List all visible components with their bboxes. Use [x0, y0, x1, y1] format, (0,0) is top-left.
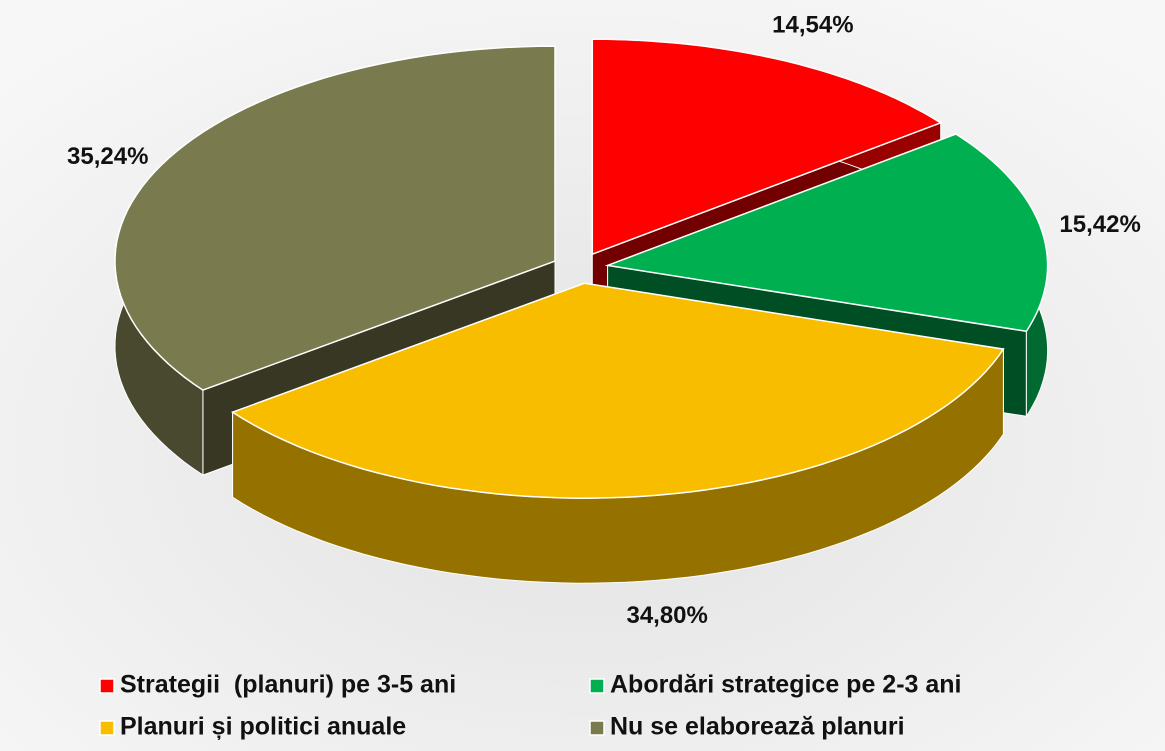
legend-swatch — [100, 679, 114, 693]
chart: 14,54% 15,42% 34,80% 35,24% Strategii (planu… — [0, 0, 1165, 751]
value-label: 14,54% — [772, 11, 853, 38]
legend-label: Planuri și politici anuale — [120, 713, 406, 741]
legend-swatch — [590, 721, 604, 735]
legend-swatch — [100, 721, 114, 735]
legend-label: Strategii (planuri) pe 3-5 ani — [120, 671, 456, 699]
value-label: 15,42% — [1059, 211, 1140, 238]
legend-label: Abordări strategice pe 2-3 ani — [610, 671, 962, 699]
value-label: 34,80% — [626, 602, 707, 629]
legend-label: Nu se elaborează planuri — [610, 713, 905, 741]
value-label: 35,24% — [67, 143, 148, 170]
legend-swatch — [590, 679, 604, 693]
